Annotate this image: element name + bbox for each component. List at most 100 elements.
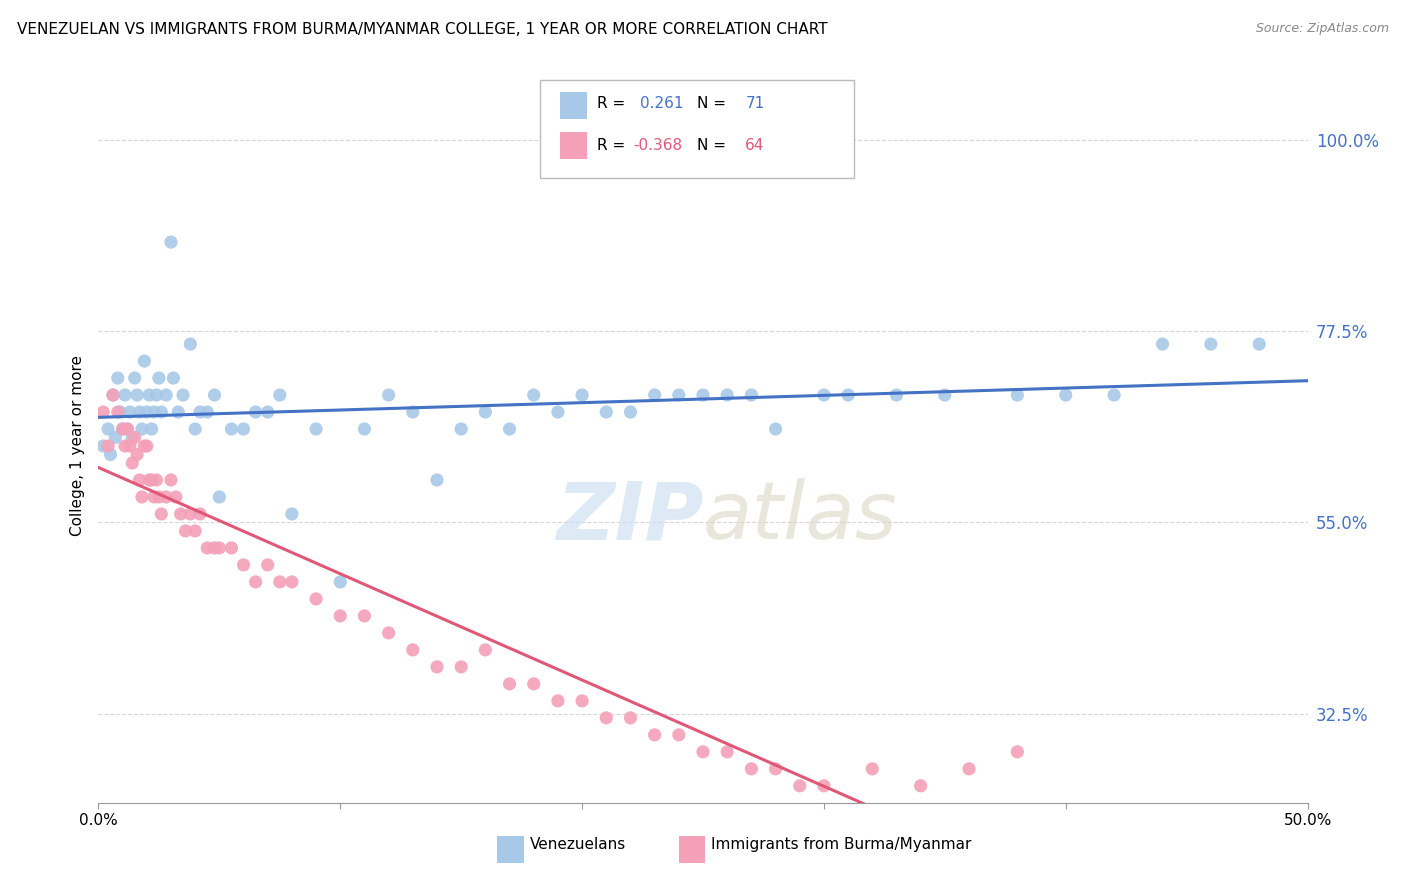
Text: Venezuelans: Venezuelans: [530, 837, 626, 852]
Point: [127, 388, 149, 402]
Point: [117, 422, 139, 436]
Point: [179, 337, 201, 351]
Point: [124, 430, 146, 444]
Point: [150, 405, 173, 419]
Point: [131, 422, 153, 436]
Point: [474, 405, 496, 419]
Point: [245, 405, 267, 419]
Point: [174, 524, 197, 538]
Point: [329, 574, 352, 589]
Point: [547, 694, 569, 708]
Point: [474, 643, 496, 657]
Point: [188, 405, 211, 419]
Point: [160, 235, 183, 249]
Point: [716, 745, 738, 759]
Point: [426, 660, 449, 674]
Text: 0.261: 0.261: [640, 96, 683, 112]
Point: [740, 762, 762, 776]
Point: [232, 422, 254, 436]
Point: [886, 388, 908, 402]
Point: [668, 388, 690, 402]
Point: [765, 422, 787, 436]
Point: [107, 371, 129, 385]
Point: [143, 405, 166, 419]
Point: [1199, 337, 1222, 351]
Point: [1054, 388, 1077, 402]
Point: [716, 388, 738, 402]
Point: [195, 541, 218, 555]
Point: [208, 490, 231, 504]
Point: [118, 439, 141, 453]
Point: [107, 405, 129, 419]
Point: [111, 422, 134, 436]
Point: [245, 574, 267, 589]
Text: N =: N =: [697, 137, 725, 153]
Point: [97, 422, 120, 436]
Text: R =: R =: [596, 96, 624, 112]
Point: [117, 422, 139, 436]
Point: [138, 473, 160, 487]
Bar: [561, 92, 586, 120]
Point: [91, 405, 114, 419]
Point: [1249, 337, 1271, 351]
Point: [141, 422, 163, 436]
Point: [329, 608, 352, 623]
Point: [134, 439, 156, 453]
Point: [353, 608, 375, 623]
Point: [148, 371, 170, 385]
Point: [450, 660, 472, 674]
Point: [740, 388, 762, 402]
Point: [128, 405, 150, 419]
Text: ZIP: ZIP: [555, 478, 703, 557]
Point: [377, 388, 399, 402]
Point: [1007, 388, 1029, 402]
Point: [1007, 745, 1029, 759]
Point: [934, 388, 956, 402]
Point: [160, 473, 183, 487]
Point: [118, 405, 141, 419]
Point: [148, 490, 170, 504]
Y-axis label: College, 1 year or more: College, 1 year or more: [70, 356, 86, 536]
FancyBboxPatch shape: [540, 80, 855, 178]
Point: [644, 728, 666, 742]
Point: [121, 430, 143, 444]
Point: [145, 473, 167, 487]
Point: [184, 524, 207, 538]
Point: [101, 388, 124, 402]
Text: atlas: atlas: [703, 478, 898, 557]
Point: [169, 507, 191, 521]
Text: Immigrants from Burma/Myanmar: Immigrants from Burma/Myanmar: [711, 837, 972, 852]
Text: VENEZUELAN VS IMMIGRANTS FROM BURMA/MYANMAR COLLEGE, 1 YEAR OR MORE CORRELATION : VENEZUELAN VS IMMIGRANTS FROM BURMA/MYAN…: [17, 22, 828, 37]
Text: R =: R =: [596, 137, 624, 153]
Point: [305, 422, 328, 436]
Point: [547, 405, 569, 419]
Point: [426, 473, 449, 487]
Point: [143, 490, 166, 504]
Point: [97, 439, 120, 453]
Point: [644, 388, 666, 402]
Point: [138, 388, 160, 402]
Point: [179, 507, 201, 521]
Point: [269, 574, 291, 589]
Point: [402, 643, 425, 657]
Text: 71: 71: [745, 96, 765, 112]
Point: [281, 574, 304, 589]
Point: [789, 779, 811, 793]
Point: [813, 388, 835, 402]
Point: [910, 779, 932, 793]
Text: Source: ZipAtlas.com: Source: ZipAtlas.com: [1256, 22, 1389, 36]
Point: [100, 448, 122, 462]
Bar: [679, 837, 706, 863]
Point: [256, 405, 278, 419]
Point: [402, 405, 425, 419]
Point: [195, 405, 218, 419]
Point: [571, 388, 593, 402]
Point: [172, 388, 194, 402]
Point: [124, 371, 146, 385]
Point: [91, 439, 114, 453]
Point: [135, 405, 157, 419]
Point: [145, 388, 167, 402]
Point: [114, 388, 136, 402]
Point: [108, 405, 131, 419]
Point: [498, 422, 520, 436]
